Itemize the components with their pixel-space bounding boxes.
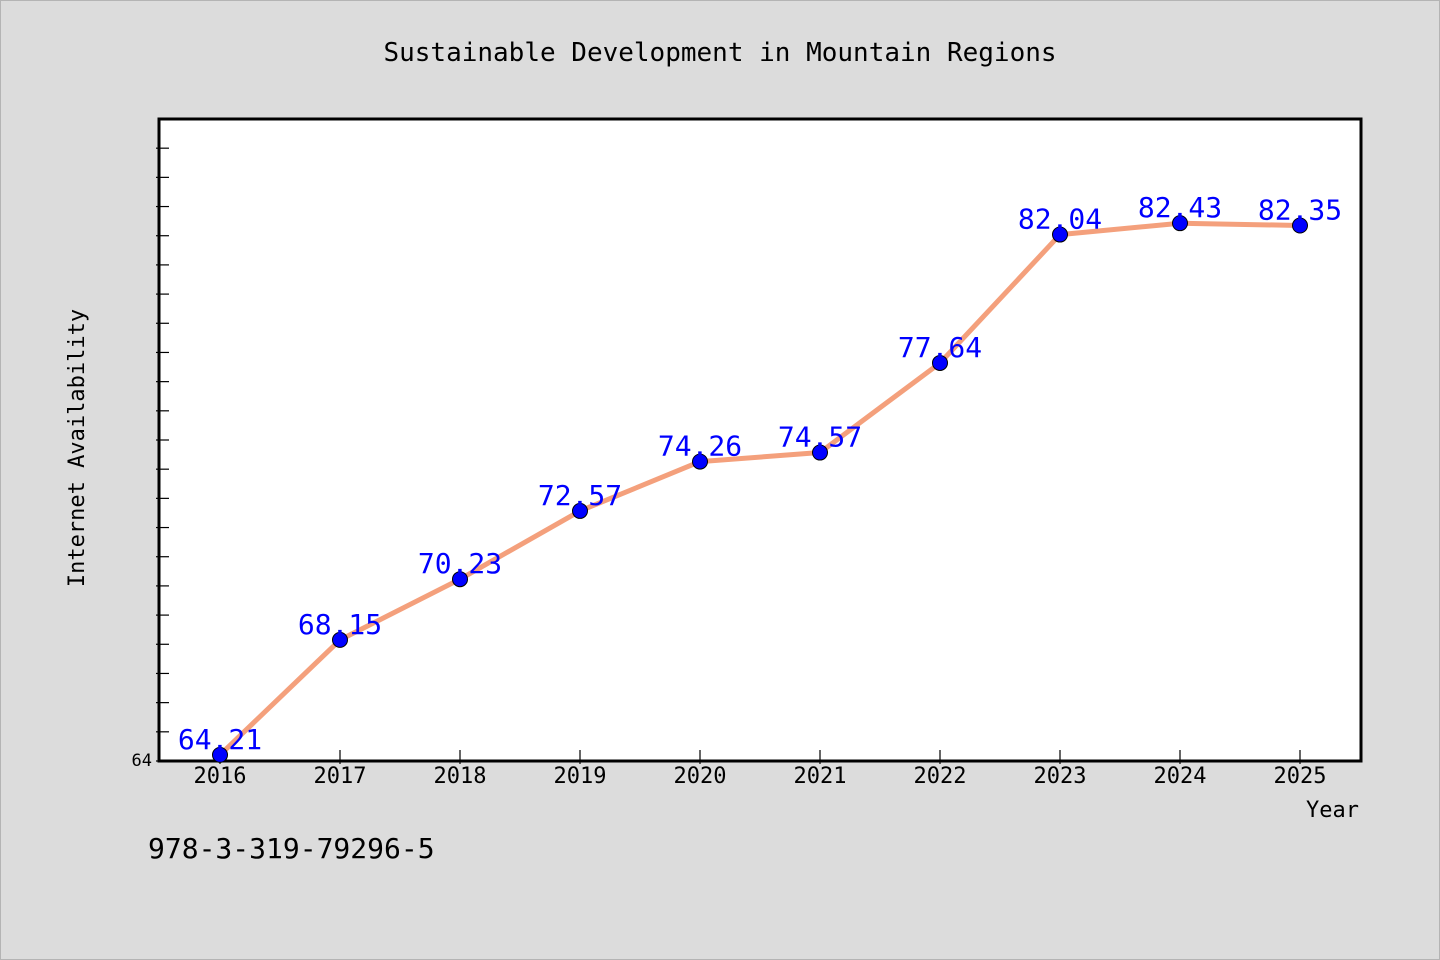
data-point-marker (1172, 215, 1188, 232)
y-axis-label: Internet Availability (65, 309, 90, 587)
x-tick-labels: 2016 2017 2018 2019 2020 2021 2022 2023 2024 2025 (194, 764, 1327, 789)
x-tick-label: 2025 (1274, 764, 1327, 789)
x-tick-label: 2021 (794, 764, 847, 789)
data-point-marker (932, 354, 948, 371)
x-tick-label: 2019 (554, 764, 607, 789)
data-point-label: 70.23 (418, 547, 502, 580)
data-point-label: 77.64 (898, 331, 982, 364)
data-point-marker (1052, 226, 1068, 243)
x-tick-label: 2023 (1034, 764, 1087, 789)
x-tick-label: 2018 (434, 764, 487, 789)
data-labels: 64.21 68.15 70.23 72.57 74.26 74.57 77.64 82.04… (178, 191, 1342, 756)
data-point-marker (332, 631, 348, 648)
data-point-label: 72.57 (538, 479, 622, 512)
x-tick-label: 2020 (674, 764, 727, 789)
series-markers (212, 215, 1308, 763)
data-point-marker (572, 502, 588, 519)
chart-title: Sustainable Development in Mountain Regi… (383, 38, 1056, 68)
data-point-label: 82.43 (1138, 191, 1222, 224)
x-axis-ticks (219, 750, 1301, 764)
data-point-label: 74.26 (658, 430, 742, 463)
data-point-marker (812, 444, 828, 461)
series-line (217, 220, 1303, 758)
x-tick-label: 2022 (914, 764, 967, 789)
x-tick-label: 2016 (194, 764, 247, 789)
data-point-marker (692, 453, 708, 470)
data-point-label: 74.57 (778, 421, 862, 454)
x-axis-label: Year (1306, 798, 1359, 823)
data-point-label: 82.35 (1258, 194, 1342, 227)
data-point-label: 64.21 (178, 723, 262, 756)
x-tick-label: 2017 (314, 764, 367, 789)
data-point-marker (452, 571, 468, 588)
x-tick-label: 2024 (1154, 764, 1207, 789)
isbn-footnote: 978-3-319-79296-5 (148, 832, 435, 865)
data-point-label: 82.04 (1018, 203, 1102, 236)
data-point-marker (212, 746, 228, 763)
data-point-marker (1292, 217, 1308, 234)
y-tick-label: 64 (132, 751, 152, 771)
data-point-label: 68.15 (298, 608, 382, 641)
y-axis-ticks (156, 147, 169, 762)
